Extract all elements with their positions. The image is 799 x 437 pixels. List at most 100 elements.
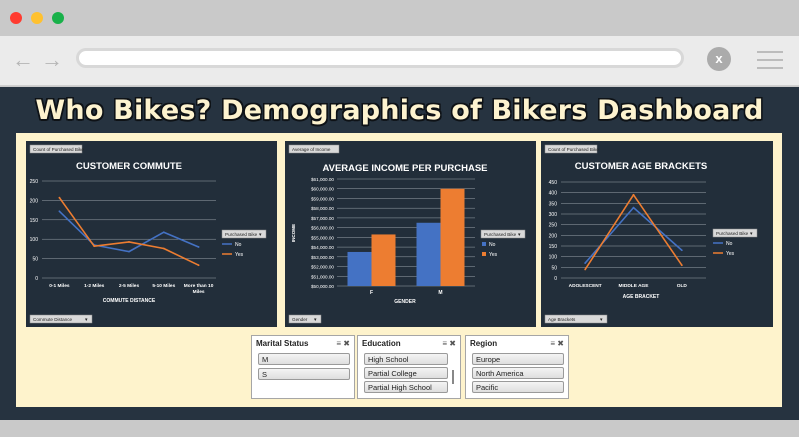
browser-footer	[0, 420, 799, 437]
filter-field-button-label: Commute Distance	[33, 317, 73, 322]
legend-field-button	[712, 228, 758, 238]
clear-filter-icon[interactable]: ✖	[449, 339, 456, 348]
back-arrow-icon[interactable]: ←	[12, 47, 34, 72]
bar-yes-m	[440, 188, 465, 286]
legend-swatch-yes	[482, 252, 486, 256]
legend-label-no: No	[235, 242, 242, 248]
y-tick-label: 50	[32, 257, 38, 263]
age-chart-svg: Count of Purchased Bike CUSTOMER AGE BRAC…	[544, 144, 758, 324]
multi-select-icon[interactable]: ≡	[550, 339, 556, 348]
data-point-yes	[197, 264, 200, 267]
legend-field-button-label: Purchased Bike	[484, 232, 517, 237]
y-tick-label: 450	[549, 180, 558, 186]
x-tick-label: ADOLESCENT	[569, 283, 602, 289]
x-tick-label: M	[438, 290, 442, 296]
hamburger-menu-icon[interactable]	[757, 51, 783, 75]
x-axis-title: COMMUTE DISTANCE	[103, 298, 156, 304]
commute-chart-svg: Count of Purchased Bike CUSTOMER COMMUTE 0…	[29, 144, 267, 324]
y-tick-label: 100	[30, 237, 39, 243]
pivot-field-button-label: Count of Purchased Bike	[33, 147, 84, 152]
chart-title: CUSTOMER AGE BRACKETS	[575, 161, 707, 172]
series-line-yes	[584, 193, 683, 270]
y-tick-label: 150	[549, 244, 558, 250]
address-bar[interactable]	[76, 48, 684, 68]
y-tick-label: 300	[549, 212, 558, 218]
y-tick-label: $59,000.00	[311, 196, 334, 201]
legend-field-button-label: Purchased Bike	[716, 231, 749, 236]
slicer-header: Marital Status	[256, 339, 309, 348]
x-tick-label: F	[370, 290, 373, 296]
multi-select-icon[interactable]: ≡	[336, 339, 342, 348]
income-chart: Average of Income AVERAGE INCOME PER PURC…	[285, 141, 536, 327]
slicer-header: Region	[470, 339, 498, 348]
y-tick-label: 350	[549, 201, 558, 207]
legend-field-button-dropdown-icon: ▾	[259, 232, 262, 238]
chart-title: CUSTOMER COMMUTE	[76, 161, 182, 172]
x-tick-label: MIDDLE AGE	[619, 283, 650, 289]
filter-field-button	[288, 314, 322, 324]
y-tick-label: $53,000.00	[311, 255, 334, 260]
slicer-item[interactable]: Partial College	[364, 367, 448, 379]
y-tick-label: 150	[30, 218, 39, 224]
legend-label-yes: Yes	[235, 252, 244, 258]
slicer-item[interactable]: Partial High School	[364, 381, 448, 393]
legend-field-button	[480, 229, 526, 239]
forward-arrow-icon[interactable]: →	[41, 47, 63, 72]
dashboard-title: Who Bikes? Demographics of Bikers Dashbo…	[35, 95, 764, 126]
legend-swatch-no	[482, 242, 486, 246]
clear-filter-icon[interactable]: ✖	[343, 339, 350, 348]
close-tab-button[interactable]: x	[707, 47, 731, 71]
pivot-field-button-label: Average of Income	[292, 147, 331, 152]
x-axis-title: AGE BRACKET	[623, 294, 660, 300]
y-tick-label: $50,000.00	[311, 284, 334, 289]
data-point-yes	[162, 247, 165, 250]
pivot-field-button	[29, 144, 83, 154]
bar-no-f	[347, 251, 372, 286]
y-tick-label: $52,000.00	[311, 265, 334, 270]
legend-label-no: No	[489, 242, 496, 248]
maximize-window-icon[interactable]	[52, 12, 64, 24]
multi-select-icon[interactable]: ≡	[442, 339, 448, 348]
y-tick-label: 100	[549, 255, 558, 261]
close-window-icon[interactable]	[10, 12, 22, 24]
x-tick-label: More than 10 Miles	[184, 283, 214, 295]
data-point-yes	[93, 245, 96, 248]
slicer-item[interactable]: High School	[364, 353, 448, 365]
y-axis-title: INCOME	[291, 224, 296, 242]
data-point-no	[584, 262, 587, 264]
data-point-yes	[680, 264, 683, 267]
marital-status-slicer: Marital Status ≡ ✖ M S	[251, 335, 355, 399]
y-tick-label: 0	[35, 276, 38, 282]
data-point-no	[58, 210, 61, 213]
clear-filter-icon[interactable]: ✖	[557, 339, 564, 348]
slicer-item[interactable]: Pacific	[472, 381, 564, 393]
slicer-item[interactable]: North America	[472, 367, 564, 379]
y-tick-label: 250	[30, 179, 39, 185]
region-slicer: Region ≡ ✖ Europe North America Pacific	[465, 335, 569, 399]
pivot-field-button-label: Count of Purchased Bike	[548, 147, 599, 152]
minimize-window-icon[interactable]	[31, 12, 43, 24]
data-point-no	[197, 246, 200, 248]
bar-yes-f	[371, 234, 396, 286]
filter-field-button-dropdown-icon: ▾	[314, 317, 317, 323]
x-tick-label: OLD	[677, 283, 688, 289]
pivot-field-button	[544, 144, 598, 154]
slicer-item[interactable]: Europe	[472, 353, 564, 365]
legend-field-button-dropdown-icon: ▾	[750, 231, 753, 237]
y-tick-label: $54,000.00	[311, 245, 334, 250]
x-tick-label: 1-2 Miles	[84, 283, 105, 289]
bar-no-m	[416, 222, 441, 286]
y-tick-label: $55,000.00	[311, 235, 334, 240]
data-point-yes	[58, 196, 61, 199]
x-tick-label: 0-1 Miles	[49, 283, 70, 289]
slicer-item[interactable]: M	[258, 353, 350, 365]
y-tick-label: $58,000.00	[311, 206, 334, 211]
slicer-item[interactable]: S	[258, 368, 350, 380]
browser-titlebar	[0, 0, 799, 36]
data-point-yes	[128, 241, 130, 243]
y-tick-label: 50	[551, 265, 557, 271]
y-tick-label: $57,000.00	[311, 216, 334, 221]
slicer-scrollbar[interactable]	[451, 354, 455, 402]
filter-field-button-label: Gender	[292, 317, 308, 322]
x-axis-title: GENDER	[394, 299, 416, 305]
